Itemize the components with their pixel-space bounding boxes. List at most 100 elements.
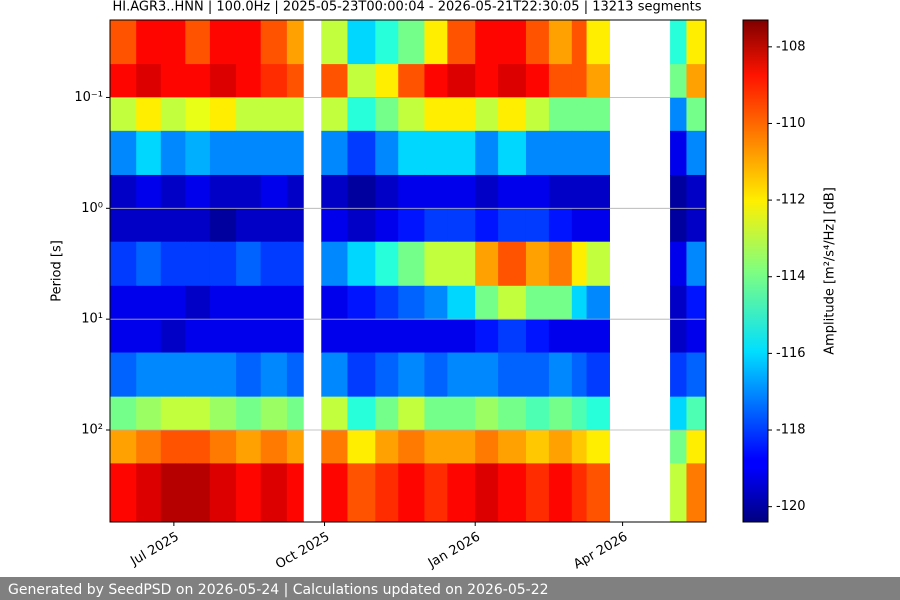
- heatmap-cell: [525, 463, 550, 523]
- heatmap-cell: [260, 463, 288, 523]
- heatmap-cell: [548, 396, 573, 431]
- heatmap-cell: [525, 352, 550, 398]
- heatmap-cell: [236, 396, 262, 431]
- heatmap-cell: [286, 285, 304, 320]
- heatmap-cell: [586, 97, 610, 132]
- heatmap-cell: [670, 352, 687, 398]
- heatmap-cell: [447, 174, 476, 209]
- heatmap-cell: [209, 285, 237, 320]
- heatmap-cell: [571, 241, 588, 287]
- heatmap-cell: [236, 20, 262, 65]
- heatmap-cell: [185, 241, 211, 287]
- heatmap-cell: [321, 463, 348, 523]
- heatmap-cell: [185, 463, 211, 523]
- heatmap-cell: [670, 241, 687, 287]
- heatmap-cell: [347, 97, 376, 132]
- heatmap-cell: [347, 285, 376, 320]
- heatmap-cell: [260, 208, 288, 243]
- heatmap-cell: [548, 174, 573, 209]
- y-tick-label: 10²: [81, 423, 103, 438]
- heatmap-cell: [136, 319, 162, 354]
- heatmap-cell: [475, 352, 499, 398]
- heatmap-cell: [548, 130, 573, 176]
- colorbar-tick-label: -118: [776, 423, 806, 438]
- heatmap-cell: [586, 319, 610, 354]
- heatmap-cell: [571, 430, 588, 464]
- colorbar-tick-label: -116: [776, 346, 806, 361]
- heatmap-cell: [160, 319, 186, 354]
- heatmap-cell: [586, 208, 610, 243]
- heatmap-cell: [260, 319, 288, 354]
- heatmap-cell: [525, 285, 550, 320]
- heatmap-cell: [447, 396, 476, 431]
- heatmap-cell: [347, 319, 376, 354]
- heatmap-cell: [447, 463, 476, 523]
- heatmap-cell: [398, 396, 425, 431]
- heatmap-cell: [321, 64, 348, 98]
- heatmap-cell: [185, 20, 211, 65]
- heatmap-cell: [136, 396, 162, 431]
- heatmap-cell: [398, 319, 425, 354]
- heatmap-cell: [670, 130, 687, 176]
- heatmap-cell: [160, 352, 186, 398]
- heatmap-cell: [586, 20, 610, 65]
- heatmap-cell: [447, 430, 476, 464]
- heatmap-cell: [260, 285, 288, 320]
- heatmap-cell: [447, 241, 476, 287]
- heatmap-cell: [571, 352, 588, 398]
- heatmap-cell: [525, 241, 550, 287]
- heatmap-cell: [670, 208, 687, 243]
- heatmap-cell: [321, 396, 348, 431]
- heatmap-cell: [475, 430, 499, 464]
- heatmap-cell: [347, 208, 376, 243]
- heatmap-cell: [136, 64, 162, 98]
- heatmap-cell: [424, 430, 448, 464]
- heatmap-cell: [525, 396, 550, 431]
- heatmap-cell: [286, 396, 304, 431]
- heatmap-cell: [498, 463, 527, 523]
- heatmap-cell: [398, 430, 425, 464]
- heatmap-cell: [670, 97, 687, 132]
- heatmap-cell: [670, 463, 687, 523]
- heatmap-cell: [424, 241, 448, 287]
- heatmap-cell: [686, 64, 707, 98]
- heatmap-cell: [185, 319, 211, 354]
- heatmap-cell: [321, 130, 348, 176]
- heatmap-cell: [375, 20, 399, 65]
- heatmap-cell: [686, 130, 707, 176]
- heatmap-cell: [136, 352, 162, 398]
- heatmap-cell: [475, 64, 499, 98]
- heatmap-cell: [398, 285, 425, 320]
- heatmap-cell: [498, 396, 527, 431]
- heatmap-cell: [586, 174, 610, 209]
- heatmap-cell: [475, 396, 499, 431]
- heatmap-cell: [209, 430, 237, 464]
- heatmap-cell: [136, 20, 162, 65]
- heatmap-cell: [571, 20, 588, 65]
- heatmap-cell: [286, 319, 304, 354]
- heatmap-cell: [286, 130, 304, 176]
- x-tick-label: Jul 2025: [127, 530, 181, 570]
- heatmap-cell: [209, 319, 237, 354]
- heatmap-cell: [498, 97, 527, 132]
- colorbar: [742, 19, 769, 523]
- heatmap-cell: [375, 130, 399, 176]
- heatmap-cell: [321, 20, 348, 65]
- heatmap-cell: [286, 64, 304, 98]
- heatmap-cell: [160, 430, 186, 464]
- heatmap-cell: [375, 463, 399, 523]
- heatmap-cell: [571, 319, 588, 354]
- heatmap-cell: [548, 64, 573, 98]
- heatmap-cell: [185, 208, 211, 243]
- heatmap-cell: [447, 97, 476, 132]
- heatmap-cell: [498, 64, 527, 98]
- heatmap-cell: [586, 64, 610, 98]
- heatmap-cell: [686, 430, 707, 464]
- heatmap-cell: [525, 64, 550, 98]
- heatmap-cell: [571, 208, 588, 243]
- heatmap-cell: [160, 396, 186, 431]
- heatmap-cell: [160, 97, 186, 132]
- heatmap-cell: [686, 285, 707, 320]
- heatmap-cell: [686, 208, 707, 243]
- heatmap-cell: [286, 208, 304, 243]
